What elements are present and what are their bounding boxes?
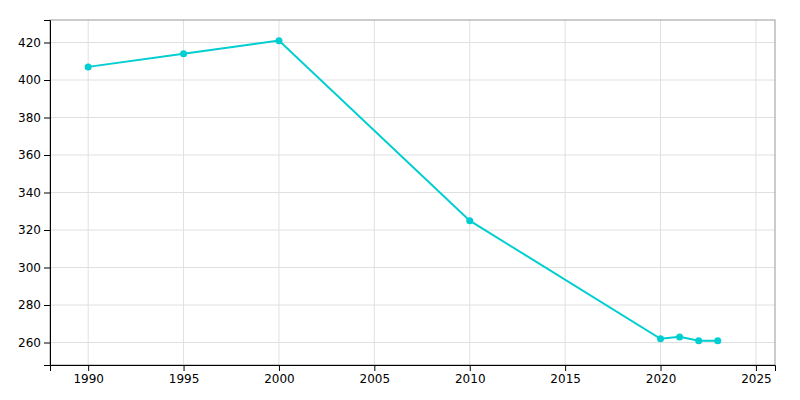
grid-line-y (50, 42, 775, 43)
grid (50, 20, 775, 365)
tick: 360 (18, 148, 50, 162)
point (714, 337, 721, 344)
tick-label: 2010 (455, 372, 486, 386)
x-axis: 1990 1995 2000 2005 2010 2015 2020 2025 (51, 365, 776, 386)
grid-line-y (50, 117, 775, 118)
tick-mark (44, 80, 50, 81)
grid-line-y (50, 155, 775, 156)
tick-mark (44, 193, 50, 194)
line (88, 41, 718, 341)
axis-line (51, 366, 776, 372)
point (466, 217, 473, 224)
grid-line-y (50, 342, 775, 343)
tick-label: 260 (18, 336, 41, 350)
point (695, 337, 702, 344)
tick: 420 (18, 36, 50, 50)
tick: 2010 (455, 365, 486, 386)
tick: 260 (18, 336, 50, 350)
tick-mark (44, 118, 50, 119)
tick-label: 280 (18, 298, 41, 312)
tick-label: 2015 (550, 372, 581, 386)
tick-label: 400 (18, 73, 41, 87)
tick-mark (88, 365, 89, 371)
axis-line (44, 21, 51, 366)
point (657, 335, 664, 342)
tick-mark (470, 365, 471, 371)
tick-label: 320 (18, 223, 41, 237)
tick: 320 (18, 223, 50, 237)
chart: 1990 1995 2000 2005 2010 2015 2020 2025 260 280 30… (0, 0, 800, 400)
tick-mark (184, 365, 185, 371)
tick: 380 (18, 111, 50, 125)
grid-line-y (50, 80, 775, 81)
point (676, 333, 683, 340)
tick-mark (44, 268, 50, 269)
tick-label: 2025 (741, 372, 772, 386)
tick-label: 380 (18, 111, 41, 125)
point (275, 37, 282, 44)
tick-mark (756, 365, 757, 371)
tick: 2025 (741, 365, 772, 386)
tick-mark (661, 365, 662, 371)
tick: 340 (18, 186, 50, 200)
tick-mark (279, 365, 280, 371)
tick-mark (44, 43, 50, 44)
tick-label: 1995 (169, 372, 200, 386)
point (180, 50, 187, 57)
tick-mark (44, 155, 50, 156)
tick: 400 (18, 73, 50, 87)
tick: 2000 (264, 365, 295, 386)
grid-line-y (50, 267, 775, 268)
y-axis: 260 280 300 320 340 360 380 400 420 (18, 21, 50, 366)
grid-line-y (50, 230, 775, 231)
tick: 280 (18, 298, 50, 312)
tick-label: 300 (18, 261, 41, 275)
tick: 2005 (360, 365, 391, 386)
grid-line-y (50, 305, 775, 306)
tick-label: 1990 (73, 372, 104, 386)
plot-frame (50, 20, 775, 365)
marks (85, 37, 722, 344)
tick: 2015 (550, 365, 581, 386)
grid-line-y (50, 192, 775, 193)
tick-label: 340 (18, 186, 41, 200)
tick-label: 360 (18, 148, 41, 162)
plot: 1990 1995 2000 2005 2010 2015 2020 2025 260 280 30… (18, 20, 775, 386)
tick-mark (44, 305, 50, 306)
tick-label: 2020 (646, 372, 677, 386)
tick-mark (44, 343, 50, 344)
tick: 1990 (73, 365, 104, 386)
tick: 2020 (646, 365, 677, 386)
tick-label: 2000 (264, 372, 295, 386)
tick-mark (44, 230, 50, 231)
tick-mark (374, 365, 375, 371)
tick-label: 420 (18, 36, 41, 50)
point (85, 63, 92, 70)
tick: 1995 (169, 365, 200, 386)
tick-mark (565, 365, 566, 371)
tick-label: 2005 (360, 372, 391, 386)
tick: 300 (18, 261, 50, 275)
